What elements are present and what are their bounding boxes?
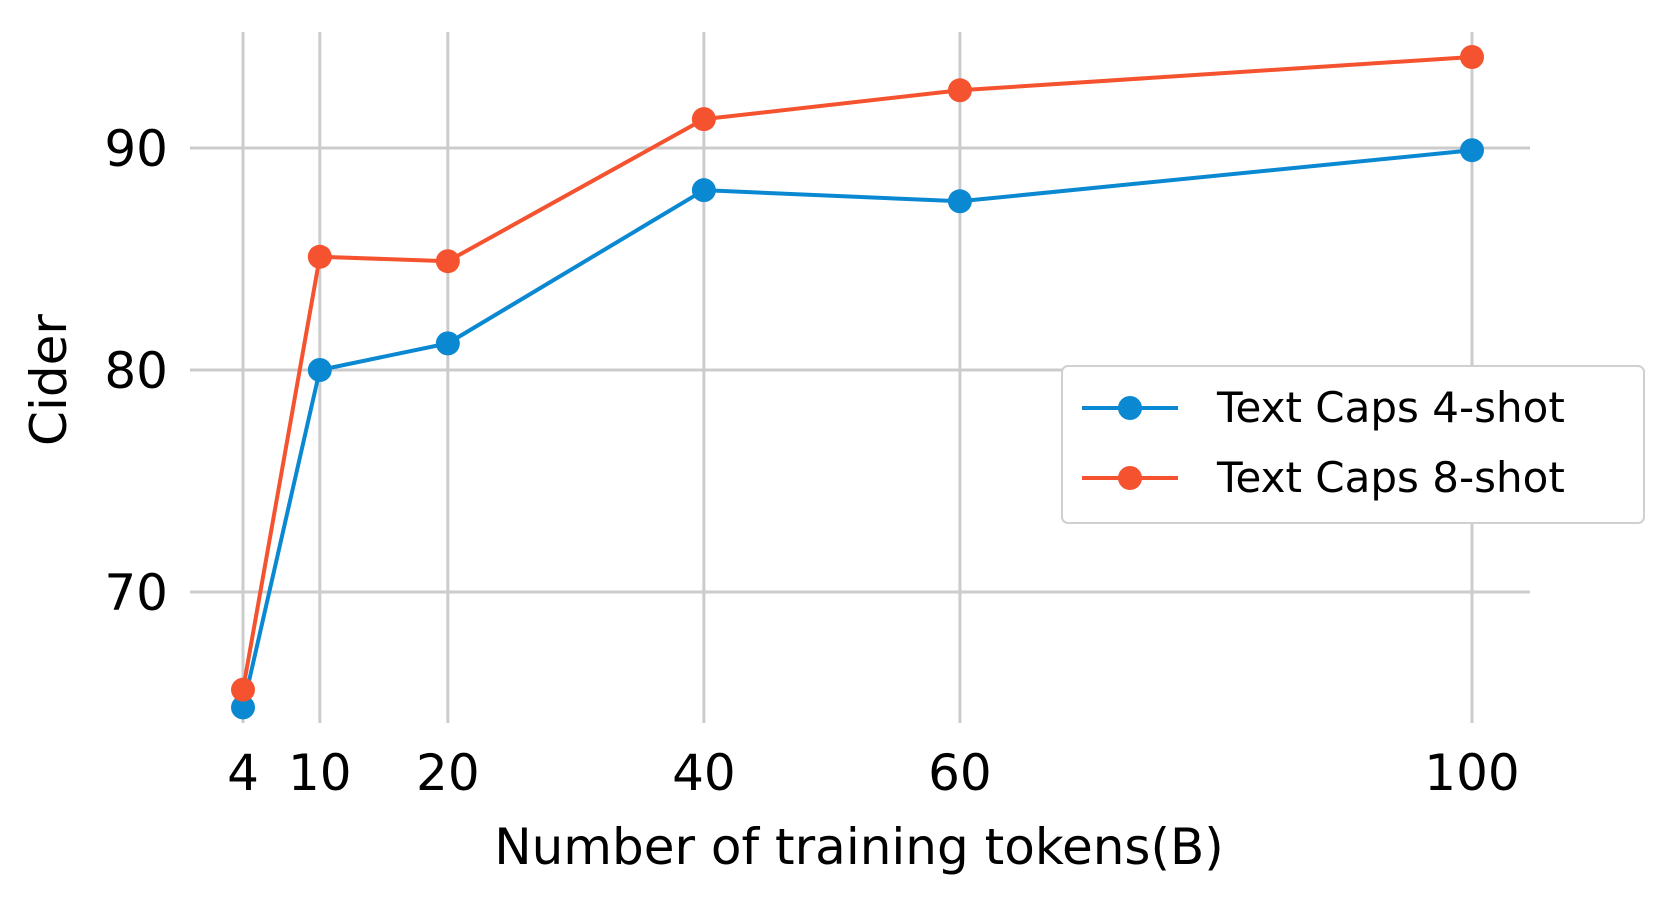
- point-text-caps-8-shot-x10: [307, 244, 332, 269]
- y-tick-90: 90: [104, 120, 168, 178]
- x-tick-40: 40: [672, 744, 736, 802]
- series-line-text-caps-4-shot: [241, 148, 1473, 708]
- x-tick-4: 4: [227, 744, 259, 802]
- legend-marker-4shot: [1118, 396, 1142, 420]
- point-text-caps-8-shot-x4: [231, 677, 255, 702]
- point-text-caps-4-shot-x60: [947, 189, 972, 214]
- y-tick-labels: 70 80 90: [104, 120, 168, 622]
- y-axis-label: Cider: [20, 314, 78, 446]
- legend: Text Caps 4-shot Text Caps 8-shot: [1061, 365, 1645, 524]
- y-tick-70: 70: [104, 564, 168, 622]
- point-text-caps-4-shot-x20: [435, 331, 460, 356]
- point-text-caps-4-shot-x100: [1460, 138, 1484, 163]
- point-text-caps-8-shot-x40: [691, 107, 716, 132]
- point-text-caps-8-shot-x60: [947, 78, 972, 103]
- x-tick-labels: 4 10 20 40 60 100: [227, 744, 1520, 802]
- point-text-caps-4-shot-x10: [307, 358, 332, 382]
- x-axis-label: Number of training tokens(B): [494, 818, 1224, 876]
- series-lines: [231, 44, 1484, 720]
- x-tick-60: 60: [928, 744, 992, 802]
- y-tick-80: 80: [104, 342, 168, 400]
- point-text-caps-8-shot-x20: [435, 249, 460, 274]
- legend-label-4shot: Text Caps 4-shot: [1216, 383, 1565, 432]
- point-text-caps-8-shot-x100: [1460, 44, 1484, 69]
- point-text-caps-4-shot-x4: [231, 695, 255, 720]
- legend-frame: [1061, 365, 1645, 524]
- legend-marker-8shot: [1118, 466, 1142, 490]
- x-tick-100: 100: [1424, 744, 1519, 802]
- legend-label-8shot: Text Caps 8-shot: [1216, 453, 1565, 502]
- series-line-text-caps-8-shot: [241, 54, 1473, 691]
- x-tick-20: 20: [416, 744, 480, 802]
- point-text-caps-4-shot-x40: [691, 178, 716, 203]
- x-tick-10: 10: [288, 744, 352, 802]
